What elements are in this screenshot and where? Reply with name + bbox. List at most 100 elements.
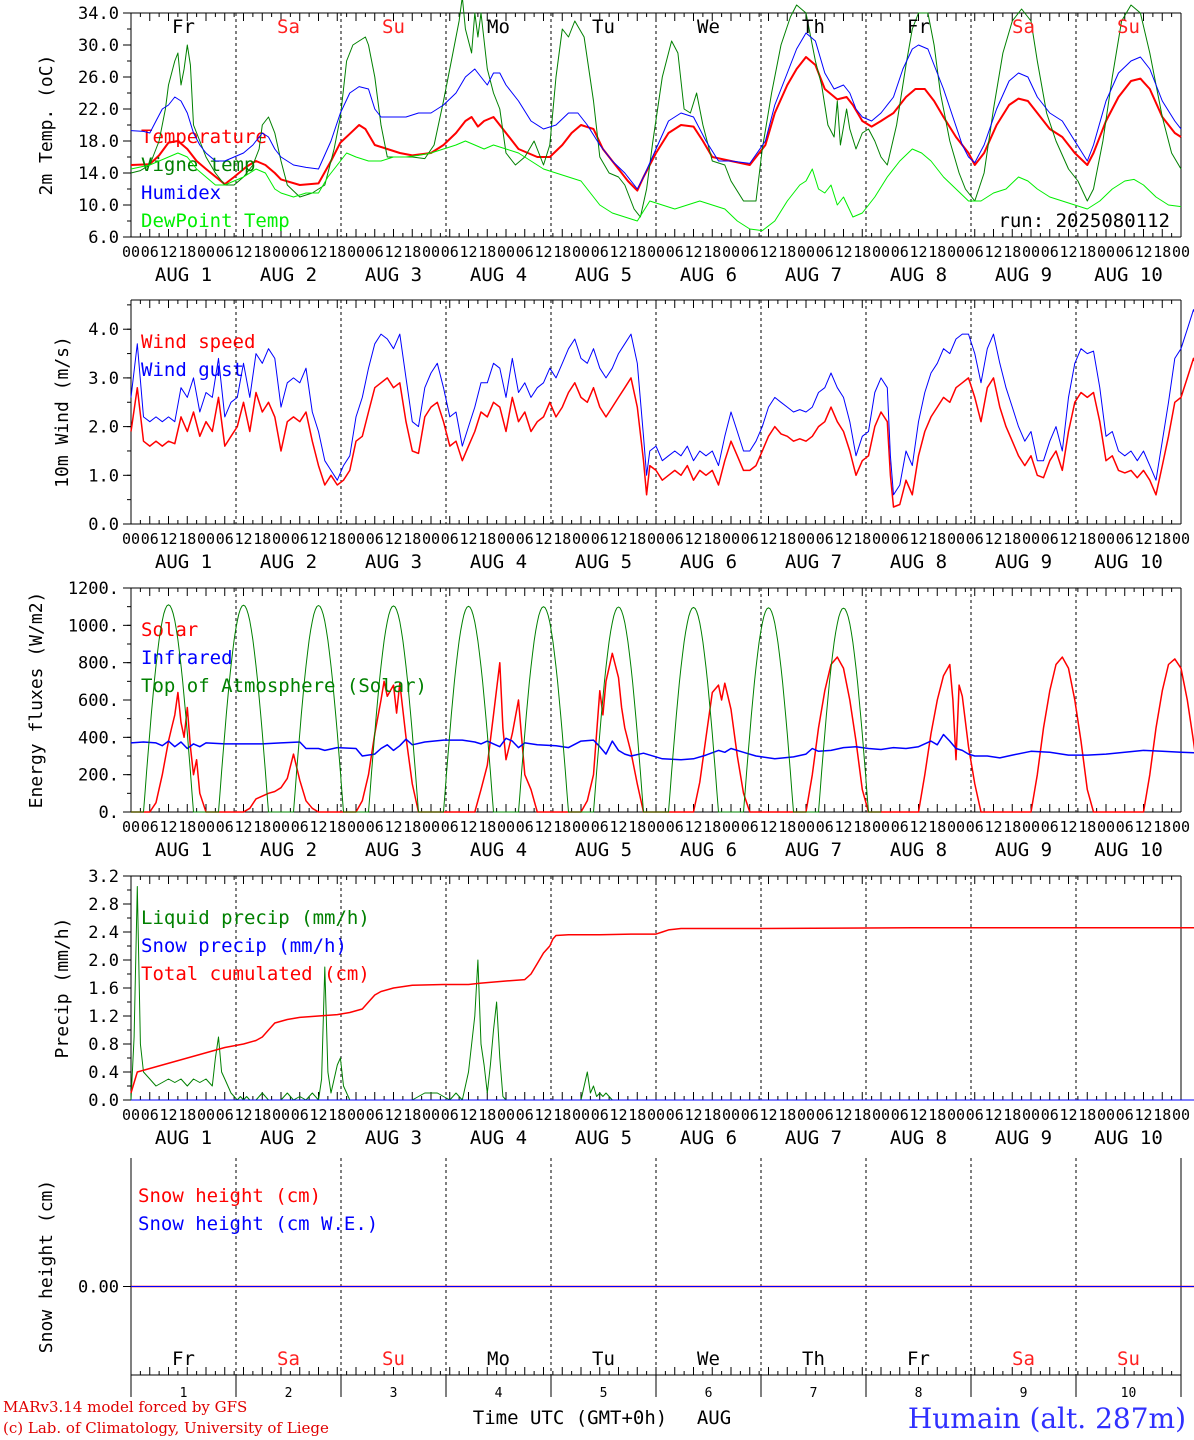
- x-hour-label: 18: [328, 530, 346, 548]
- x-hour-label: 00: [797, 1106, 815, 1124]
- weekday-label: Sa: [1012, 16, 1035, 38]
- x-hour-label: 18: [478, 1106, 496, 1124]
- x-hour-label: 18: [178, 818, 196, 836]
- x-hour-label: 00: [722, 818, 740, 836]
- x-hour-label: 12: [159, 1106, 177, 1124]
- x-date-number: 3: [390, 1386, 398, 1401]
- weekday-label: Th: [802, 16, 825, 38]
- x-hour-label: 06: [591, 530, 609, 548]
- x-hour-label: 00: [1172, 243, 1190, 261]
- x-hour-label: 18: [628, 818, 646, 836]
- y-axis-label: Precip (mm/h): [52, 918, 73, 1059]
- x-hour-label: 12: [609, 530, 627, 548]
- legend-entry: Infrared: [141, 647, 233, 669]
- x-hour-label: 00: [572, 530, 590, 548]
- x-date-label: AUG 1: [155, 1127, 212, 1149]
- x-date-label: AUG 5: [575, 551, 632, 573]
- x-hour-label: 00: [122, 1106, 140, 1124]
- model-credit: MARv3.14 model forced by GFS: [3, 1398, 248, 1416]
- legend-entry: Temperature: [141, 126, 267, 148]
- x-hour-label: 00: [422, 530, 440, 548]
- weekday-label: Fr: [172, 1348, 195, 1370]
- weekday-label: We: [697, 16, 720, 38]
- x-date-label: AUG 6: [680, 264, 737, 286]
- x-hour-label: 18: [178, 243, 196, 261]
- x-hour-label: 06: [816, 1106, 834, 1124]
- x-hour-label: 00: [647, 1106, 665, 1124]
- x-hour-label: 12: [384, 1106, 402, 1124]
- x-hour-label: 00: [647, 243, 665, 261]
- x-hour-label: 18: [328, 1106, 346, 1124]
- x-hour-label: 18: [853, 1106, 871, 1124]
- x-date-label: AUG 8: [890, 551, 947, 573]
- x-hour-label: 06: [891, 530, 909, 548]
- x-hour-label: 12: [1134, 1106, 1152, 1124]
- x-hour-label: 06: [966, 243, 984, 261]
- x-hour-label: 00: [647, 530, 665, 548]
- x-date-label: AUG 9: [995, 1127, 1052, 1149]
- x-hour-label: 18: [553, 1106, 571, 1124]
- x-hour-label: 18: [928, 530, 946, 548]
- x-hour-label: 12: [1059, 530, 1077, 548]
- x-date-label: AUG 3: [365, 839, 422, 861]
- x-hour-label: 00: [497, 530, 515, 548]
- x-hour-label: 06: [891, 1106, 909, 1124]
- x-date-label: AUG 7: [785, 1127, 842, 1149]
- x-hour-label: 00: [347, 530, 365, 548]
- x-axis-title: Time UTC (GMT+0h): [473, 1407, 667, 1429]
- lab-credit: (c) Lab. of Climatology, University of L…: [3, 1419, 329, 1437]
- x-hour-label: 18: [553, 818, 571, 836]
- x-hour-label: 06: [216, 530, 234, 548]
- panel-1: 6.0 10.0 14.0 18.0 22.0 26.0 30.0 34.0 2m Temp. …: [36, 0, 1190, 286]
- x-hour-label: 18: [553, 530, 571, 548]
- x-hour-label: 06: [516, 818, 534, 836]
- x-hour-label: 06: [666, 818, 684, 836]
- legend-entry: Solar: [141, 619, 198, 641]
- y-axis-label: 10m Wind (m/s): [52, 336, 73, 488]
- y-tick-label: 600.: [78, 691, 119, 711]
- x-hour-label: 00: [422, 818, 440, 836]
- x-hour-label: 00: [722, 243, 740, 261]
- x-hour-label: 18: [553, 243, 571, 261]
- y-tick-label: 0.4: [88, 1063, 119, 1083]
- x-hour-label: 12: [834, 818, 852, 836]
- x-hour-label: 18: [1153, 818, 1171, 836]
- x-date-number: 1: [180, 1386, 188, 1401]
- x-hour-label: 18: [628, 1106, 646, 1124]
- x-hour-label: 06: [741, 243, 759, 261]
- x-hour-label: 06: [891, 818, 909, 836]
- y-tick-label: 0.00: [78, 1278, 119, 1298]
- x-hour-label: 12: [1134, 243, 1152, 261]
- x-date-label: AUG 7: [785, 839, 842, 861]
- x-hour-label: 12: [309, 243, 327, 261]
- weekday-label: Su: [1117, 1348, 1140, 1370]
- y-tick-label: 0.0: [88, 1091, 119, 1111]
- x-hour-label: 00: [947, 818, 965, 836]
- x-hour-label: 00: [797, 243, 815, 261]
- x-date-label: AUG 3: [365, 264, 422, 286]
- legend-entry: Wind speed: [141, 331, 255, 353]
- x-hour-label: 18: [1078, 818, 1096, 836]
- y-tick-label: 0.0: [88, 515, 119, 535]
- x-hour-label: 12: [234, 530, 252, 548]
- x-hour-label: 12: [1059, 243, 1077, 261]
- series-line: [131, 652, 1194, 813]
- y-tick-label: 30.0: [78, 36, 119, 56]
- weekday-label: Su: [382, 16, 405, 38]
- x-hour-label: 06: [366, 243, 384, 261]
- y-tick-label: 800.: [78, 654, 119, 674]
- x-hour-label: 06: [141, 1106, 159, 1124]
- x-date-label: AUG 3: [365, 1127, 422, 1149]
- x-hour-label: 18: [1003, 1106, 1021, 1124]
- weekday-label: Fr: [907, 1348, 930, 1370]
- y-tick-label: 14.0: [78, 164, 119, 184]
- x-hour-label: 12: [759, 818, 777, 836]
- x-hour-label: 18: [178, 1106, 196, 1124]
- legend-entry: Total cumulated (cm): [141, 963, 370, 985]
- x-hour-label: 18: [478, 818, 496, 836]
- x-hour-label: 12: [234, 1106, 252, 1124]
- x-date-number: 5: [600, 1386, 608, 1401]
- series-line: [130, 56, 1182, 192]
- y-axis-label: Snow height (cm): [36, 1180, 57, 1353]
